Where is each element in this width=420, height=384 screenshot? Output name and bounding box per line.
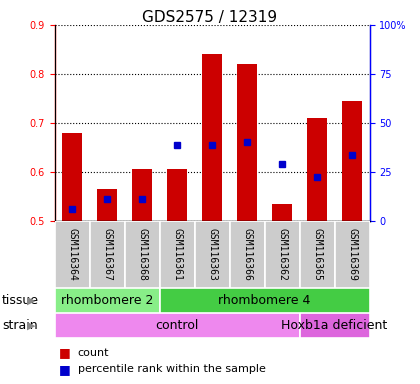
Bar [160,288,370,313]
Bar [230,221,265,288]
Text: GDS2575 / 12319: GDS2575 / 12319 [142,10,278,25]
Text: GSM116361: GSM116361 [172,228,182,281]
Text: GSM116366: GSM116366 [242,228,252,281]
Text: ■: ■ [59,346,71,359]
Text: control: control [155,319,199,332]
Text: ▶: ▶ [27,320,36,331]
Bar [168,169,187,221]
Bar [125,221,160,288]
Text: GSM116368: GSM116368 [137,228,147,281]
Text: ■: ■ [59,363,71,376]
Bar [55,288,160,313]
Bar [307,118,327,221]
Bar [55,313,299,338]
Text: ▶: ▶ [27,295,36,306]
Bar [132,169,152,221]
Bar [237,64,257,221]
Bar [160,221,194,288]
Text: count: count [78,348,109,358]
Bar [273,204,292,221]
Bar [342,101,362,221]
Bar [265,221,299,288]
Text: GSM116363: GSM116363 [207,228,217,281]
Text: Hoxb1a deficient: Hoxb1a deficient [281,319,388,332]
Bar [97,189,117,221]
Text: GSM116367: GSM116367 [102,228,112,281]
Text: rhombomere 4: rhombomere 4 [218,294,311,307]
Text: percentile rank within the sample: percentile rank within the sample [78,364,265,374]
Bar [89,221,125,288]
Text: GSM116362: GSM116362 [277,228,287,281]
Text: GSM116369: GSM116369 [347,228,357,281]
Bar [55,221,89,288]
Text: GSM116365: GSM116365 [312,228,322,281]
Bar [299,313,370,338]
Bar [194,221,230,288]
Text: tissue: tissue [2,294,39,307]
Bar [299,221,335,288]
Text: strain: strain [2,319,38,332]
Bar [335,221,370,288]
Text: rhombomere 2: rhombomere 2 [61,294,153,307]
Bar [63,133,82,221]
Text: GSM116364: GSM116364 [67,228,77,281]
Bar [202,55,222,221]
